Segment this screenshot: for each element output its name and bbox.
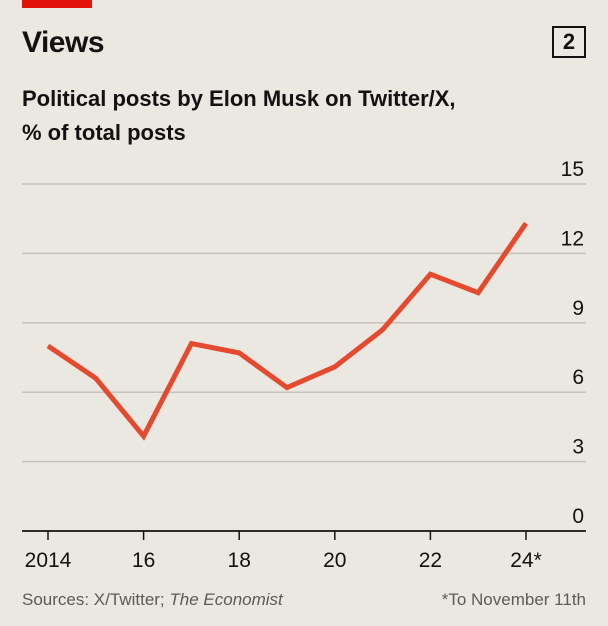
x-tick-label-2014: 2014 bbox=[25, 549, 72, 572]
subtitle-line-1: Political posts by Elon Musk on Twitter/… bbox=[22, 86, 456, 111]
x-tick-label-2020: 20 bbox=[323, 549, 346, 572]
series-lines bbox=[46, 221, 529, 441]
y-tick-label-3: 3 bbox=[572, 436, 584, 459]
footnote: *To November 11th bbox=[441, 590, 586, 609]
grid-lines bbox=[22, 183, 586, 463]
series-line-0 bbox=[46, 221, 529, 441]
y-tick-label-6: 6 bbox=[572, 366, 584, 389]
x-tick-label-2018: 18 bbox=[228, 549, 251, 572]
sources-note: Sources: X/Twitter; The Economist bbox=[22, 590, 283, 610]
y-tick-label-0: 0 bbox=[572, 505, 584, 528]
sources-prefix: Sources: X/Twitter; bbox=[22, 590, 170, 609]
brand-accent-bar bbox=[22, 0, 92, 8]
line-chart: 0 3 6 9 12 15 2014 16 18 20 22 24* bbox=[22, 158, 586, 572]
x-tick-label-2024: 24* bbox=[510, 549, 542, 572]
y-tick-label-12: 12 bbox=[561, 227, 584, 250]
y-tick-labels: 0 3 6 9 12 15 bbox=[561, 158, 584, 528]
y-tick-label-9: 9 bbox=[572, 297, 584, 320]
y-tick-label-15: 15 bbox=[561, 158, 584, 181]
chart-number-badge: 2 bbox=[552, 26, 586, 58]
sources-publication: The Economist bbox=[169, 590, 283, 609]
subtitle-line-2: % of total posts bbox=[22, 120, 186, 145]
x-tick-label-2016: 16 bbox=[132, 549, 155, 572]
x-axis: 2014 16 18 20 22 24* bbox=[22, 530, 586, 572]
chart-subtitle: Political posts by Elon Musk on Twitter/… bbox=[22, 82, 456, 150]
chart-title: Views bbox=[22, 26, 105, 59]
x-tick-label-2022: 22 bbox=[419, 549, 442, 572]
